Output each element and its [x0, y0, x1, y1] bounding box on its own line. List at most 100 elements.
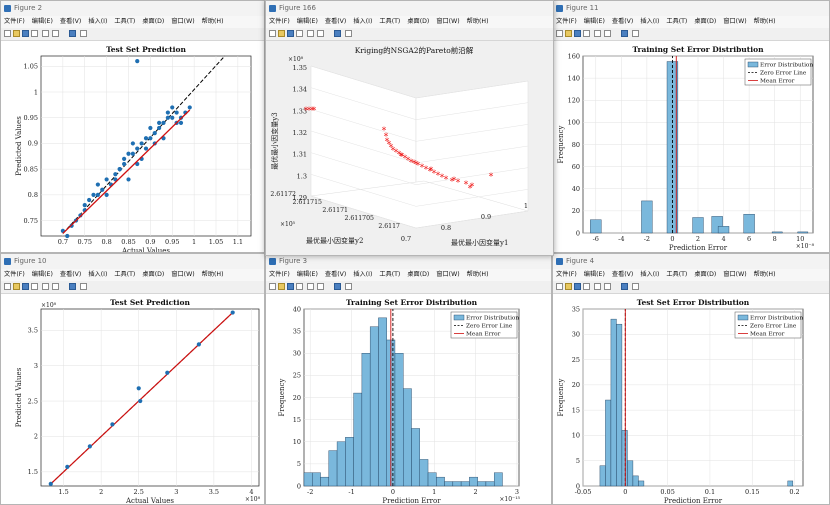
- menu-item-7[interactable]: 帮助(H): [753, 18, 776, 25]
- menu-item-2[interactable]: 查看(V): [324, 271, 347, 278]
- save-icon[interactable]: [574, 30, 581, 37]
- menu-item-6[interactable]: 窗口(W): [723, 18, 747, 25]
- menu-item-1[interactable]: 编辑(E): [296, 18, 318, 25]
- menu-item-0[interactable]: 文件(F): [269, 271, 290, 278]
- layout-icon[interactable]: [632, 30, 639, 37]
- save-icon[interactable]: [574, 283, 581, 290]
- menu-item-5[interactable]: 桌面(D): [142, 18, 165, 25]
- new-file-icon[interactable]: [4, 283, 11, 290]
- zoom-icon[interactable]: [594, 283, 601, 290]
- zoom-icon[interactable]: [42, 30, 49, 37]
- menu-item-0[interactable]: 文件(F): [4, 271, 25, 278]
- colorbar-icon[interactable]: [69, 283, 76, 290]
- menu-item-2[interactable]: 查看(V): [59, 271, 82, 278]
- colorbar-icon[interactable]: [621, 283, 628, 290]
- menu-item-7[interactable]: 帮助(H): [466, 271, 489, 278]
- layout-icon[interactable]: [632, 283, 639, 290]
- figure-window-166[interactable]: Figure 166 文件(F) 编辑(E) 查看(V) 插入(I) 工具(T) 桌面(D…: [265, 0, 554, 256]
- menu-item-4[interactable]: 工具(T): [666, 18, 688, 25]
- menu-item-3[interactable]: 插入(I): [640, 271, 660, 278]
- figure-window-4[interactable]: Figure 4 文件(F) 编辑(E) 查看(V) 插入(I) 工具(T) 桌面(D) 窗…: [552, 253, 830, 505]
- menu-item-2[interactable]: 查看(V): [59, 18, 82, 25]
- menu-item-1[interactable]: 编辑(E): [583, 271, 605, 278]
- menu-item-7[interactable]: 帮助(H): [201, 18, 224, 25]
- menu-item-5[interactable]: 桌面(D): [142, 271, 165, 278]
- menu-item-4[interactable]: 工具(T): [379, 18, 401, 25]
- open-folder-icon[interactable]: [278, 30, 285, 37]
- menu-item-2[interactable]: 查看(V): [611, 271, 634, 278]
- figure-window-3[interactable]: Figure 3 文件(F) 编辑(E) 查看(V) 插入(I) 工具(T) 桌面(D) 窗…: [265, 253, 552, 505]
- title-bar[interactable]: Figure 4: [553, 254, 829, 269]
- menu-item-5[interactable]: 桌面(D): [407, 18, 430, 25]
- menu-item-7[interactable]: 帮助(H): [201, 271, 224, 278]
- menu-item-1[interactable]: 编辑(E): [31, 18, 53, 25]
- new-file-icon[interactable]: [269, 283, 276, 290]
- new-file-icon[interactable]: [269, 30, 276, 37]
- title-bar[interactable]: Figure 11: [553, 1, 829, 16]
- layout-icon[interactable]: [80, 30, 87, 37]
- menu-item-6[interactable]: 窗口(W): [171, 18, 195, 25]
- menu-item-5[interactable]: 桌面(D): [407, 271, 430, 278]
- save-icon[interactable]: [22, 283, 29, 290]
- zoom-icon[interactable]: [307, 30, 314, 37]
- menu-item-4[interactable]: 工具(T): [114, 271, 136, 278]
- menu-item-1[interactable]: 编辑(E): [583, 18, 605, 25]
- open-folder-icon[interactable]: [13, 30, 20, 37]
- print-icon[interactable]: [583, 30, 590, 37]
- figure-window-10[interactable]: Figure 10 文件(F) 编辑(E) 查看(V) 插入(I) 工具(T) 桌面(D)…: [0, 253, 265, 505]
- print-icon[interactable]: [31, 283, 38, 290]
- menu-item-0[interactable]: 文件(F): [556, 18, 577, 25]
- datatip-icon[interactable]: [52, 30, 59, 37]
- colorbar-icon[interactable]: [621, 30, 628, 37]
- menu-item-4[interactable]: 工具(T): [114, 18, 136, 25]
- open-folder-icon[interactable]: [565, 283, 572, 290]
- print-icon[interactable]: [296, 30, 303, 37]
- colorbar-icon[interactable]: [69, 30, 76, 37]
- new-file-icon[interactable]: [4, 30, 11, 37]
- save-icon[interactable]: [287, 283, 294, 290]
- datatip-icon[interactable]: [604, 30, 611, 37]
- new-file-icon[interactable]: [556, 283, 563, 290]
- menu-item-5[interactable]: 桌面(D): [694, 18, 717, 25]
- save-icon[interactable]: [22, 30, 29, 37]
- zoom-icon[interactable]: [42, 283, 49, 290]
- menu-item-3[interactable]: 插入(I): [640, 18, 660, 25]
- menu-item-3[interactable]: 插入(I): [88, 271, 108, 278]
- menu-item-0[interactable]: 文件(F): [556, 271, 577, 278]
- menu-item-2[interactable]: 查看(V): [324, 18, 347, 25]
- menu-item-6[interactable]: 窗口(W): [171, 271, 195, 278]
- menu-item-3[interactable]: 插入(I): [353, 18, 373, 25]
- colorbar-icon[interactable]: [334, 283, 341, 290]
- menu-item-6[interactable]: 窗口(W): [436, 271, 460, 278]
- menu-item-7[interactable]: 帮助(H): [753, 271, 776, 278]
- print-icon[interactable]: [583, 283, 590, 290]
- menu-item-6[interactable]: 窗口(W): [436, 18, 460, 25]
- menu-item-1[interactable]: 编辑(E): [296, 271, 318, 278]
- menu-item-4[interactable]: 工具(T): [379, 271, 401, 278]
- menu-item-1[interactable]: 编辑(E): [31, 271, 53, 278]
- menu-item-0[interactable]: 文件(F): [4, 18, 25, 25]
- datatip-icon[interactable]: [52, 283, 59, 290]
- title-bar[interactable]: Figure 3: [266, 254, 551, 269]
- layout-icon[interactable]: [345, 30, 352, 37]
- menu-item-2[interactable]: 查看(V): [611, 18, 634, 25]
- open-folder-icon[interactable]: [565, 30, 572, 37]
- menu-item-7[interactable]: 帮助(H): [466, 18, 489, 25]
- zoom-icon[interactable]: [307, 283, 314, 290]
- open-folder-icon[interactable]: [278, 283, 285, 290]
- layout-icon[interactable]: [345, 283, 352, 290]
- menu-item-3[interactable]: 插入(I): [353, 271, 373, 278]
- menu-item-3[interactable]: 插入(I): [88, 18, 108, 25]
- title-bar[interactable]: Figure 10: [1, 254, 264, 269]
- datatip-icon[interactable]: [317, 283, 324, 290]
- menu-item-4[interactable]: 工具(T): [666, 271, 688, 278]
- save-icon[interactable]: [287, 30, 294, 37]
- menu-item-6[interactable]: 窗口(W): [723, 271, 747, 278]
- menu-item-0[interactable]: 文件(F): [269, 18, 290, 25]
- open-folder-icon[interactable]: [13, 283, 20, 290]
- print-icon[interactable]: [296, 283, 303, 290]
- menu-item-5[interactable]: 桌面(D): [694, 271, 717, 278]
- title-bar[interactable]: Figure 166: [266, 1, 553, 16]
- colorbar-icon[interactable]: [334, 30, 341, 37]
- print-icon[interactable]: [31, 30, 38, 37]
